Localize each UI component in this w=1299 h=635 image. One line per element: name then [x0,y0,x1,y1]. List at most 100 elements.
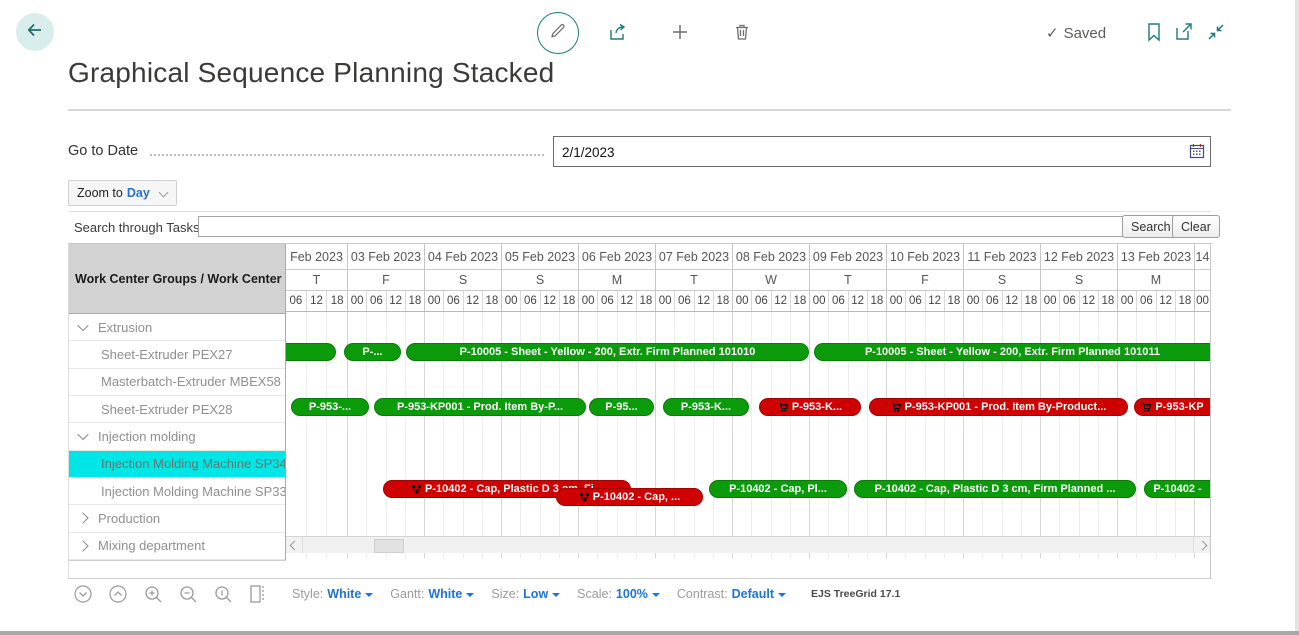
back-arrow-icon [25,20,45,45]
task-bar-label: P-10402 - [1153,483,1202,495]
day-header-cell: 09 Feb 2023 [809,244,886,269]
day-header-cell: 07 Feb 2023 [655,244,732,269]
hour-header-group: 00 06 12 18 [424,291,501,311]
bookmark-button[interactable] [1138,18,1170,50]
goto-date-field[interactable] [553,136,1211,167]
horizontal-scrollbar[interactable] [286,536,1210,553]
scroll-left-button[interactable] [286,537,303,553]
footer-menu-label: Style: [292,587,324,601]
tree-row[interactable]: Production [69,505,285,533]
hour-header-cell: 12 [847,291,867,311]
task-bar[interactable]: P-953-KP001 - Prod. Item By-P... [374,398,586,416]
chevron-right-icon[interactable] [77,540,89,552]
collapse-all-button[interactable] [107,583,129,605]
zoom-in-button[interactable] [142,583,164,605]
task-bar[interactable]: P-10402 - Cap, Plastic D 3 cm, Firm Plan… [854,480,1136,498]
edit-button[interactable] [537,12,579,54]
task-bar[interactable]: P-10402 - Cap, Pl... [709,480,847,498]
calendar-icon[interactable] [1189,143,1205,164]
task-bar[interactable]: P-10005 - Sheet - Yellow - 200, Extr. Fi… [814,343,1210,361]
search-tasks-input[interactable] [198,216,1126,237]
dow-header-cell: S [501,270,578,290]
task-bar-label: P-... [362,346,383,358]
tree-row-label: Masterbatch-Extruder MBEX58 [101,374,281,390]
hour-header-cell: 18 [558,291,578,311]
split-columns-button[interactable] [247,583,269,605]
task-bar[interactable]: P-953-KP [1134,398,1210,416]
tree-row[interactable]: Injection molding [69,423,285,451]
chevron-down-icon[interactable] [77,429,89,441]
collapse-view-button[interactable] [1200,18,1232,50]
grid-line-cell [385,312,405,558]
task-bar[interactable]: P-10402 - Cap, ... [556,488,703,506]
tree-row[interactable]: Sheet-Extruder PEX28 [69,396,285,424]
search-button[interactable]: Search [1122,215,1180,238]
gantt-hour-row: 06 12 18 00 06 12 18 00 06 12 18 00 06 12 18 00 06 12 18 00… [286,291,1210,312]
task-bar[interactable] [286,343,336,361]
grid-day-column [286,312,347,558]
grid-day-column [1040,312,1117,558]
add-button[interactable] [664,18,696,50]
goto-date-input[interactable] [560,140,1164,164]
zoom-reset-button[interactable] [212,583,234,605]
footer-menu-value: Default [731,587,774,601]
tree-row[interactable]: Mixing department [69,533,285,560]
tree-row[interactable]: Masterbatch-Extruder MBEX58 [69,369,285,396]
task-bar[interactable]: P-953-... [291,398,369,416]
structure-icon [579,492,590,503]
grid-line-cell [326,312,347,558]
day-header-cell: 04 Feb 2023 [424,244,501,269]
hour-header-cell: 06 [828,291,847,311]
gantt-gridlines [286,312,1210,558]
grid-line-cell [1001,312,1021,558]
footer-menu-contrast[interactable]: Contrast: Default [677,587,786,601]
delete-button[interactable] [726,18,758,50]
task-bar[interactable]: P-953-K... [663,398,749,416]
task-bar[interactable]: P-953-K... [759,398,861,416]
open-in-new-window-button[interactable] [1168,18,1200,50]
footer-menu-scale[interactable]: Scale: 100% [577,587,660,601]
hour-header-cell: 18 [1020,291,1040,311]
task-bar[interactable]: P-10005 - Sheet - Yellow - 200, Extr. Fi… [406,343,809,361]
expand-all-button[interactable] [72,583,94,605]
zoom-to-dropdown[interactable]: Zoom to Day [68,180,177,206]
zoom-out-button[interactable] [177,583,199,605]
grid-line-cell [693,312,713,558]
scrollbar-thumb[interactable] [374,539,404,553]
day-header-cell: 10 Feb 2023 [886,244,963,269]
treegrid-brand: EJS TreeGrid 17.1 [811,588,901,600]
task-bar[interactable]: P-95... [589,398,654,416]
hour-header-cell: 00 [581,295,595,307]
footer-menu-style[interactable]: Style: White [292,587,374,601]
task-bar[interactable]: P-... [344,343,401,361]
task-bar[interactable]: P-10402 - [1144,480,1210,498]
grid-line-cell [404,312,424,558]
tree-row[interactable]: Injection Molding Machine SP33 [69,478,285,506]
back-button[interactable] [16,13,54,51]
task-bar[interactable]: P-953-KP001 - Prod. Item By-Product... [869,398,1128,416]
footer-menu-label: Contrast: [676,587,728,601]
structure-icon [411,484,422,495]
tree-row[interactable]: Extrusion [69,314,285,342]
chevron-right-icon[interactable] [77,512,89,525]
footer-menu-gantt[interactable]: Gantt: White [390,587,475,601]
hour-header-cell: 06 [982,291,1001,311]
tree-row-label: Injection molding [98,428,196,444]
task-bar-label: P-95... [605,401,638,413]
dow-header-cell: S [424,270,501,290]
tree-row[interactable]: Injection Molding Machine SP34 [69,450,285,478]
clear-button[interactable]: Clear [1172,215,1220,238]
scroll-right-button[interactable] [1193,537,1210,553]
footer-menu-size[interactable]: Size: Low [491,587,561,601]
tree-row-label: Sheet-Extruder PEX28 [101,401,233,417]
chevron-down-icon[interactable] [77,320,89,332]
caret-down-icon [552,593,561,597]
save-status-label: Saved [1063,24,1107,42]
task-bar-label: P-953-... [308,401,352,413]
dow-header-cell: T [655,270,732,290]
share-button[interactable] [602,18,634,50]
tree-row[interactable]: Sheet-Extruder PEX27 [69,341,285,369]
search-tasks-label: Search through Tasks: [74,220,204,235]
tree-row-label: Sheet-Extruder PEX27 [101,346,233,362]
hour-header-cell: 06 [443,291,462,311]
